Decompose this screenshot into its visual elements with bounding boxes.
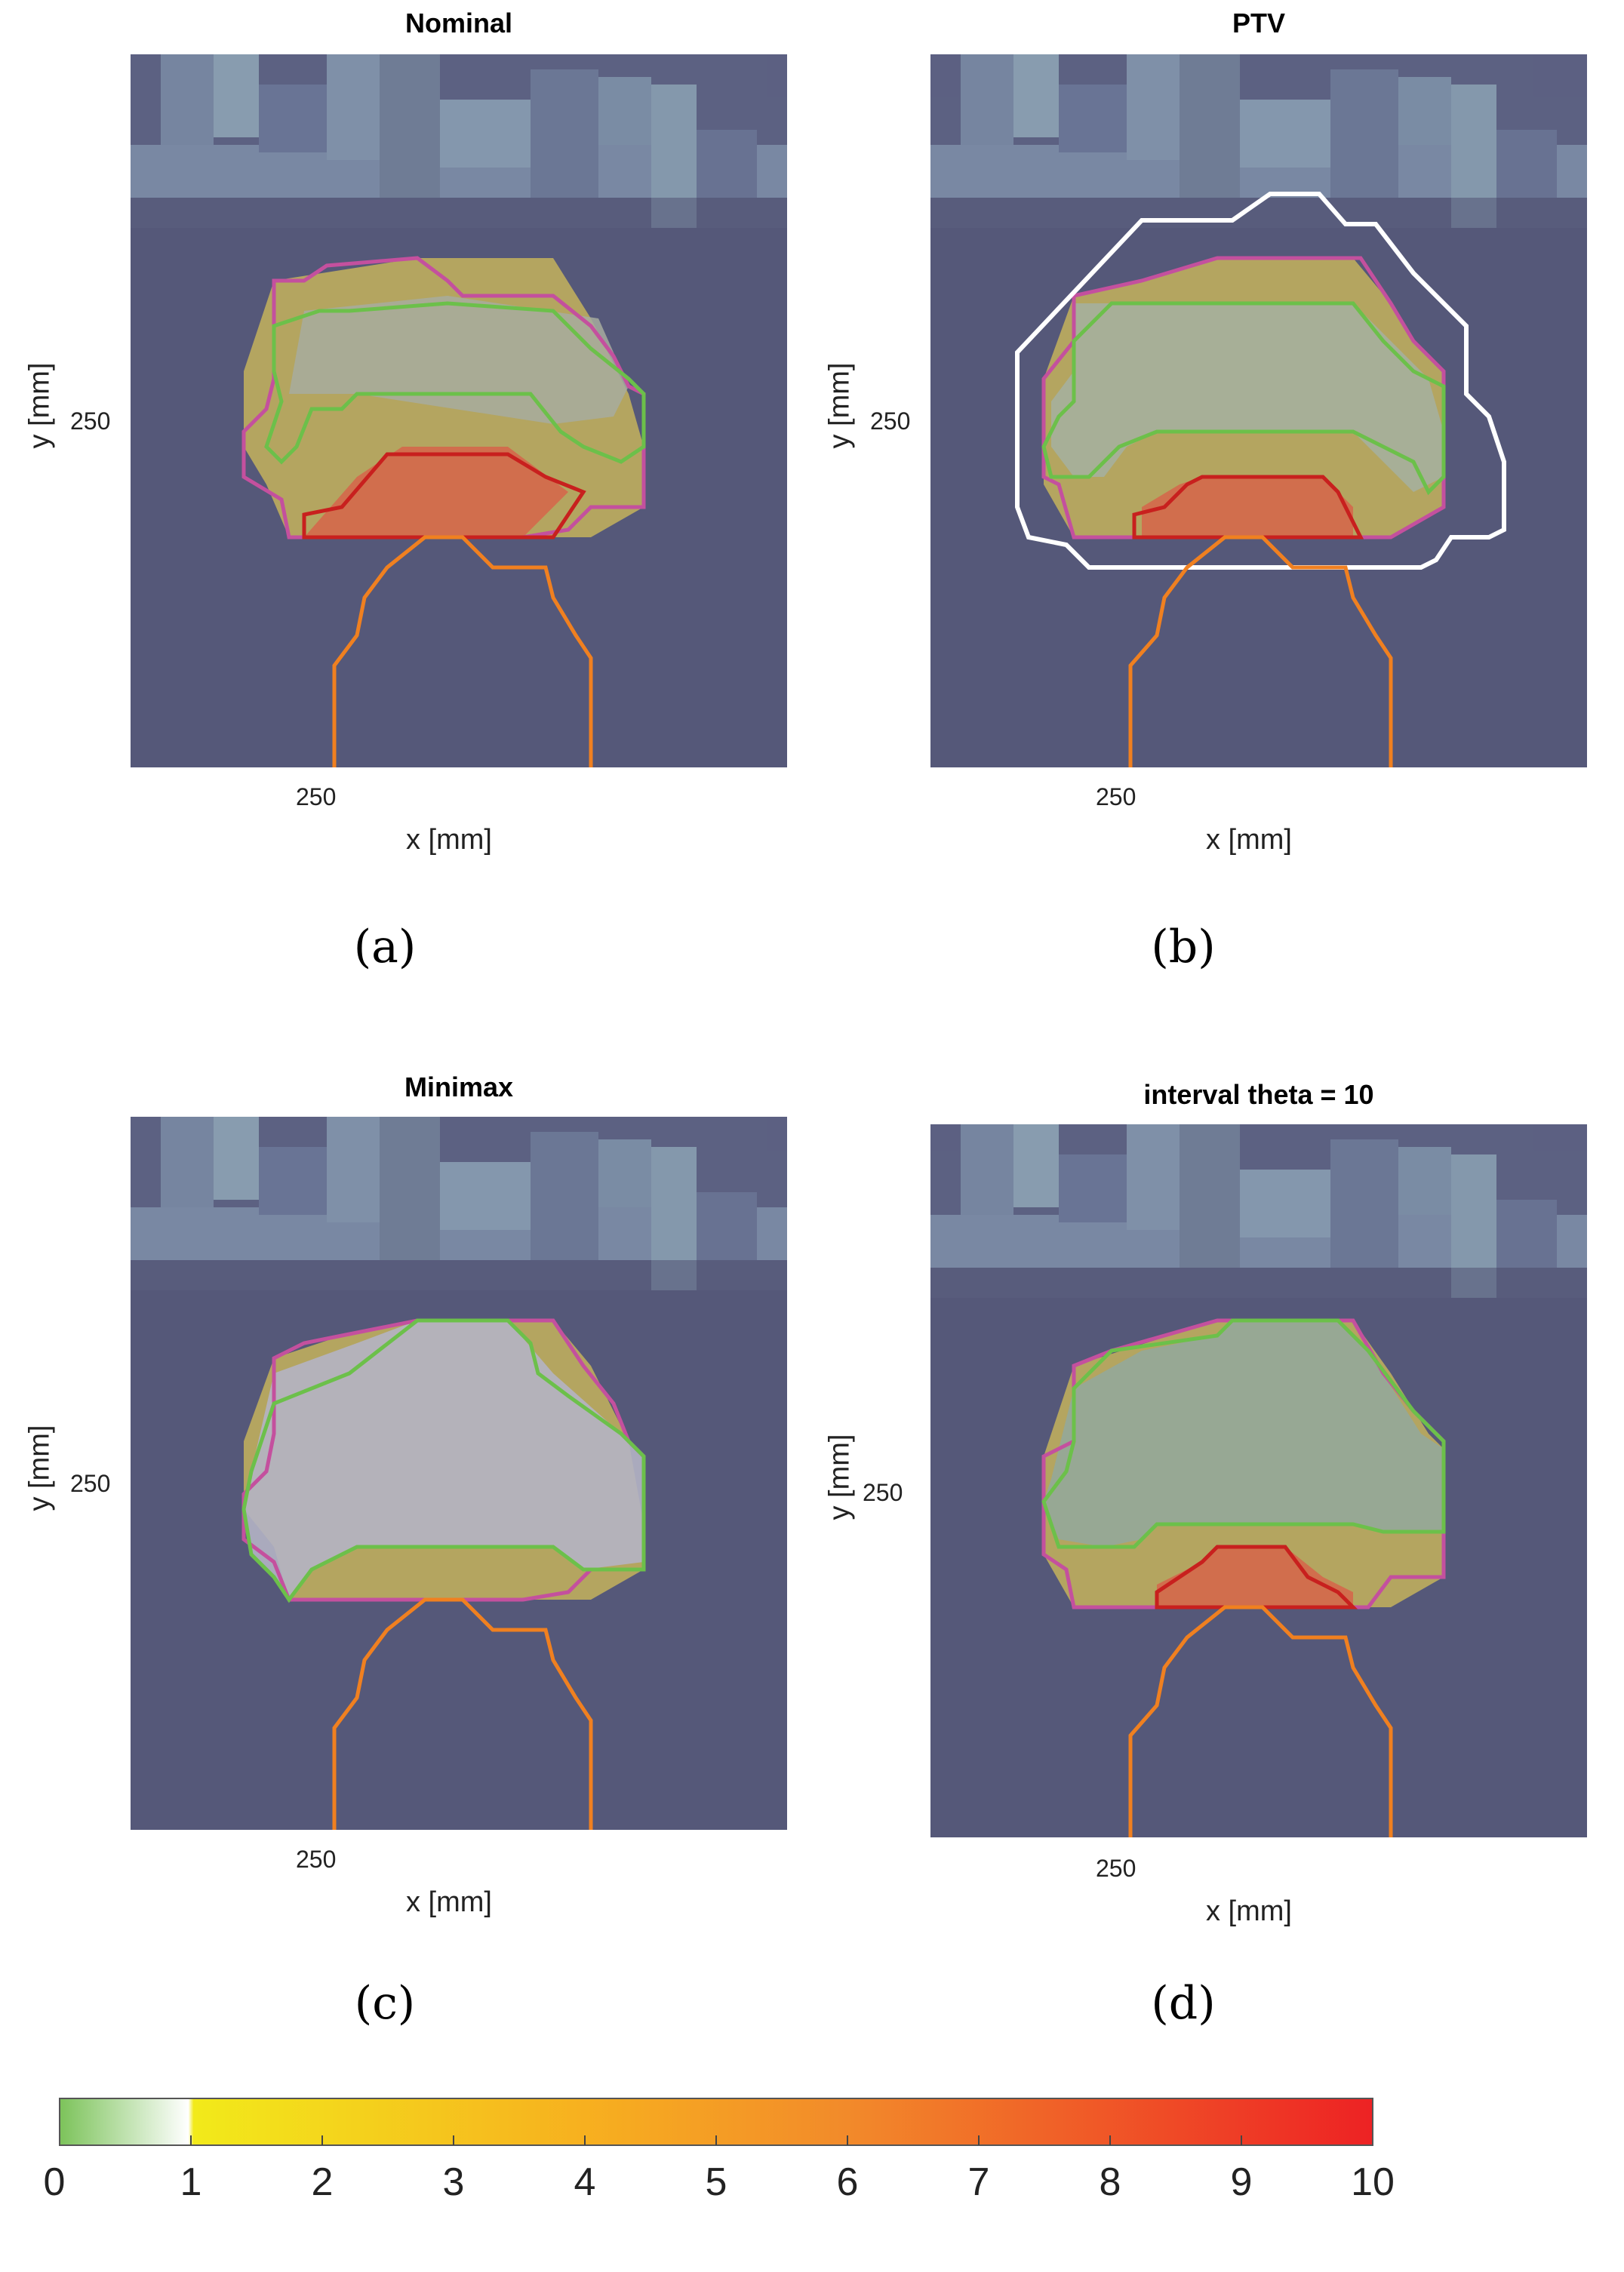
panel-c-ylabel: y [mm] [23,1425,56,1511]
orange-contour [332,535,593,767]
panel-d-caption: (d) [1151,1977,1216,2030]
panel-c-xtick: 250 [296,1846,337,1873]
panel-a-image [131,54,787,767]
panel-c-image [131,1117,787,1830]
colorbar-tick-5: 5 [705,2160,727,2204]
panel-d-image [930,1124,1587,1837]
panel-b-image [930,54,1587,767]
colorbar-tick-2: 2 [311,2160,334,2204]
colorbar-tick-1: 1 [180,2160,202,2204]
panel-b-title: PTV [1232,8,1285,38]
panel-c-title: Minimax [404,1071,514,1102]
panel-d-ylabel: y [mm] [823,1434,856,1520]
colorbar-tick-0: 0 [43,2160,66,2204]
target-contour-magenta [241,256,646,540]
panel-d-xlabel: x [mm] [1206,1895,1292,1927]
colorbar-tick-9: 9 [1230,2160,1253,2204]
green-contour [241,1318,646,1603]
target-contour-magenta [1041,256,1446,540]
colorbar [59,2098,1373,2146]
orange-contour [1128,1605,1393,1837]
panel-a-xtick: 250 [296,783,337,810]
panel-c-caption: (c) [354,1977,416,2030]
panel-b-caption: (b) [1151,921,1216,973]
colorbar-ticks [190,2135,1242,2145]
panel-b-xlabel: x [mm] [1206,824,1292,856]
bone-region [131,54,787,228]
panel-c-xlabel: x [mm] [406,1886,492,1918]
colorbar-tick-7: 7 [967,2160,990,2204]
panel-c-ytick: 250 [70,1470,111,1497]
colorbar-tick-6: 6 [836,2160,859,2204]
orange-contour [332,1597,593,1830]
panel-d-ytick: 250 [863,1479,903,1506]
panel-a-ylabel: y [mm] [23,362,56,449]
colorbar-tick-10: 10 [1351,2160,1395,2204]
hot-spot [304,447,568,537]
panel-a-caption: (a) [353,921,417,973]
green-contour [264,301,646,465]
colorbar-tick-4: 4 [574,2160,596,2204]
colorbar-tick-8: 8 [1099,2160,1121,2204]
panel-b-ylabel: y [mm] [823,362,856,449]
green-contour [1041,301,1446,496]
panel-a-xlabel: x [mm] [406,824,492,856]
colorbar-tick-3: 3 [442,2160,465,2204]
panel-a-title: Nominal [404,8,512,38]
panel-a-ytick: 250 [70,407,111,435]
panel-d-title: interval theta = 10 [1143,1079,1374,1110]
ptv-contour [1015,192,1506,570]
panel-b-ytick: 250 [870,407,911,435]
green-contour [1041,1318,1446,1549]
panel-d-xtick: 250 [1096,1855,1136,1882]
panel-b-xtick: 250 [1096,783,1136,810]
orange-contour [1128,535,1393,767]
